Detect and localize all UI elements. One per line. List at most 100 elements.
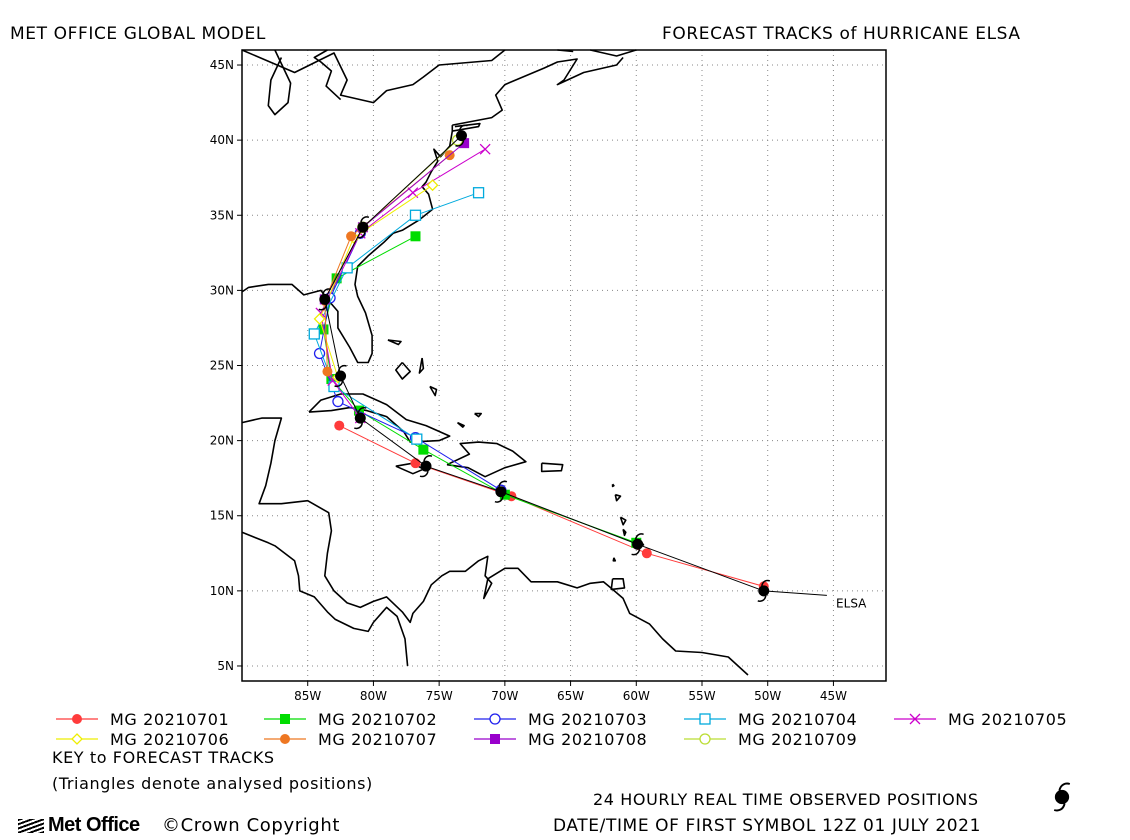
track-marker [418,444,429,455]
legend-label: MG 20210706 [110,730,229,749]
hurricane-arm [356,232,366,239]
hurricane-symbol-icon [494,480,508,503]
track-marker [334,420,345,431]
hurricane-arm [498,480,508,487]
legend-item: MG 20210709 [684,730,857,749]
track-marker [332,395,344,408]
track-marker [280,714,290,724]
coastline [610,578,626,591]
storm-label: ELSA [836,596,867,610]
lat-tick-label: 40N [210,133,234,147]
track-line [313,192,479,440]
hurricane-arm [1058,782,1071,791]
hurricane-arm [357,406,367,414]
hurricane-arm [419,470,429,478]
coastline [619,516,627,526]
hurricane-eye [357,221,369,233]
hurricane-symbol-icon [1053,782,1071,812]
hurricane-arm [761,579,771,587]
hurricane-symbol-icon [356,216,370,239]
axis-ticks: 5N 10N 15N 20N 25N 30N 35N 40N 45N 85W 80W 75W 70W 65… [210,58,847,703]
coastline [611,483,615,488]
hurricane-arm [494,496,504,503]
hurricane-symbol-icon [354,406,367,430]
hurricane-symbol-icon [757,579,771,602]
track-marker [71,733,83,745]
right-title: FORECAST TRACKS of HURRICANE ELSA [662,24,1021,44]
copyright: ©Crown Copyright [162,815,340,836]
track-marker [479,143,491,155]
hurricane-symbol-icon [419,455,433,478]
hurricane-arm [334,380,344,388]
lon-tick-label: 85W [294,689,321,703]
logo-text: Met Office [48,814,140,836]
hurricane-eye [319,293,331,305]
triangles-note: (Triangles denote analysed positions) [52,774,373,793]
track-marker [322,366,333,377]
legend-label: MG 20210701 [110,710,229,729]
met-office-logo: Met Office [18,814,140,837]
hurricane-eye [758,585,770,597]
track-marker [346,231,357,242]
hurricane-arm [757,595,767,602]
lon-tick-label: 55W [688,689,715,703]
track-marker [280,734,290,744]
hurricane-symbol-icon [1053,782,1071,812]
legend-item: MG 20210701 [56,710,229,729]
hurricane-eye [632,538,644,550]
hurricane-arm [634,533,644,540]
hurricane-eye [420,460,432,472]
lat-tick-label: 45N [210,58,234,72]
lon-tick-label: 65W [557,689,584,703]
lon-tick-label: 80W [360,689,387,703]
track-line [318,233,502,491]
hurricane-symbol-icon [318,288,332,311]
track-marker [489,713,501,725]
coastline [241,531,409,667]
track-marker [308,328,320,340]
lon-tick-label: 70W [491,689,518,703]
hurricane-eye [354,412,366,424]
met-office-logo-icon [18,818,44,833]
legend-item: MG 20210706 [56,730,229,749]
hurricane-arm [1053,803,1066,812]
coastline [241,49,506,104]
track-marker [699,713,711,725]
track-marker [472,187,485,199]
coastline [456,421,465,428]
lon-tick-label: 50W [754,689,781,703]
track-marker [409,209,422,221]
track-marker [72,714,82,724]
lat-tick-label: 25N [210,359,234,373]
lat-tick-label: 20N [210,434,234,448]
lat-tick-label: 35N [210,208,234,222]
hurricane-arm [322,288,332,295]
coastline [540,462,564,473]
coastline [241,417,749,676]
forecast-track [319,138,470,305]
coastline [267,49,292,116]
coastline [474,412,482,418]
coastline [614,493,622,502]
lon-tick-label: 75W [426,689,453,703]
observed-line [324,135,827,596]
lat-tick-label: 10N [210,584,234,598]
track-marker [410,458,421,469]
track-marker [490,734,500,744]
legend-label: MG 20210702 [318,710,437,729]
coastline [241,125,454,364]
coastline [418,357,425,374]
hurricane-arm [423,455,433,462]
coastline [612,557,617,562]
track-marker [411,433,423,445]
track-marker [641,548,652,559]
hurricane-eye [1054,789,1070,805]
coastline [313,49,342,101]
legend-label: MG 20210707 [318,730,437,749]
lat-tick-label: 5N [217,659,234,673]
hurricane-arm [360,216,370,223]
hurricane-symbol-icon [455,124,468,147]
coastline [429,385,438,397]
lat-tick-label: 15N [210,509,234,523]
legend-label: MG 20210704 [738,710,857,729]
